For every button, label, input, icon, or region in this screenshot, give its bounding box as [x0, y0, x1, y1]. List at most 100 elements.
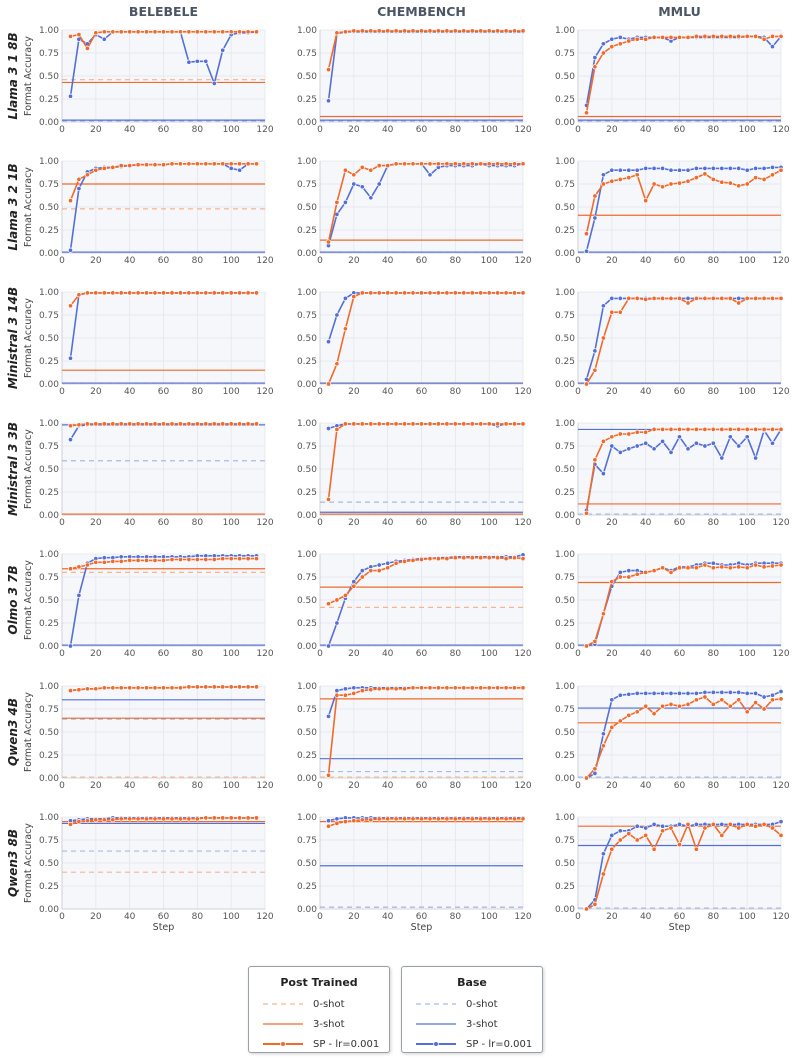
- base-sp-point: [660, 438, 666, 444]
- post-trained-sp-point: [702, 426, 708, 432]
- post-trained-sp-point: [626, 831, 632, 837]
- x-tick-label: 80: [192, 781, 204, 791]
- post-trained-sp-point: [385, 163, 391, 169]
- post-trained-sp-point: [101, 421, 107, 427]
- post-trained-sp-point: [220, 29, 226, 35]
- post-trained-sp-point: [520, 685, 526, 691]
- post-trained-sp-point: [211, 421, 217, 427]
- panel: 0.00 0.25 0.50 0.75 1.00 0 20 40 60 80 100 120 Step: [39, 813, 274, 933]
- post-trained-sp-point: [245, 556, 251, 562]
- post-trained-sp-point: [769, 172, 776, 178]
- post-trained-sp-point: [325, 239, 332, 245]
- post-trained-sp-point: [93, 686, 99, 692]
- x-tick-label: 80: [708, 125, 720, 135]
- post-trained-sp-point: [110, 290, 116, 296]
- y-tick-label: 0.50: [297, 465, 317, 475]
- post-trained-sp-point: [211, 815, 217, 821]
- y-tick-label: 0.25: [555, 357, 575, 367]
- panel: 0.00 0.25 0.50 0.75 1.00 0 20 40 60 80 100 120: [297, 682, 532, 791]
- post-trained-sp-point: [511, 685, 518, 691]
- post-trained-sp-point: [342, 29, 348, 35]
- x-tick-label: 80: [708, 912, 720, 922]
- post-trained-sp-point: [160, 421, 167, 427]
- y-tick-label: 1.00: [297, 157, 317, 167]
- y-tick-label: 0.00: [555, 642, 575, 652]
- x-tick-label: 60: [674, 518, 686, 528]
- post-trained-sp-point: [634, 172, 640, 178]
- base-sp-point: [76, 186, 82, 192]
- post-trained-sp-point: [761, 176, 767, 182]
- post-trained-sp-point: [651, 181, 657, 187]
- post-trained-sp-point: [609, 309, 615, 315]
- y-tick-label: 0.75: [297, 573, 317, 583]
- x-tick-label: 120: [256, 649, 273, 659]
- post-trained-sp-point: [583, 643, 590, 649]
- post-trained-sp-point: [325, 496, 332, 502]
- post-trained-sp-point: [325, 601, 332, 607]
- x-tick-label: 40: [124, 649, 136, 659]
- post-trained-sp-point: [376, 163, 382, 169]
- base-sp-point: [719, 455, 725, 461]
- post-trained-sp-point: [444, 28, 450, 34]
- post-trained-sp-point: [600, 438, 606, 444]
- y-tick-label: 1.00: [555, 550, 575, 560]
- y-tick-label: 0.00: [297, 642, 317, 652]
- x-tick-label: 120: [514, 387, 531, 397]
- post-trained-sp-point: [435, 290, 441, 296]
- base-sp-point: [600, 303, 606, 309]
- post-trained-sp-point: [617, 837, 623, 843]
- x-tick-label: 40: [382, 256, 394, 266]
- base-sp-point: [617, 295, 623, 301]
- y-tick-label: 0.50: [297, 72, 317, 82]
- post-trained-sp-point: [393, 816, 399, 822]
- post-trained-sp-point: [203, 684, 209, 690]
- post-trained-sp-point: [325, 381, 332, 387]
- post-trained-sp-point: [110, 421, 116, 427]
- post-trained-sp-point: [76, 819, 82, 825]
- post-trained-sp-point: [220, 815, 226, 821]
- post-trained-sp-point: [617, 718, 623, 724]
- y-axis-label: Format Accuracy: [23, 429, 34, 509]
- panel: 0.00 0.25 0.50 0.75 1.00 0 20 40 60 80 100 120: [297, 550, 532, 659]
- x-tick-label: 120: [514, 125, 531, 135]
- post-trained-sp-point: [719, 832, 725, 838]
- x-tick-label: 80: [192, 256, 204, 266]
- post-trained-sp-point: [617, 41, 623, 47]
- base-sp-point: [634, 823, 640, 829]
- post-trained-sp-point: [761, 564, 767, 570]
- post-trained-sp-point: [660, 565, 666, 571]
- panel: 0.00 0.25 0.50 0.75 1.00 0 20 40 60 80 100 120: [555, 26, 790, 135]
- base-sp-point: [736, 165, 742, 171]
- x-tick-label: 80: [708, 781, 720, 791]
- x-tick-label: 0: [317, 912, 323, 922]
- base-sp-point: [101, 36, 107, 42]
- post-trained-sp-point: [169, 421, 175, 427]
- post-trained-sp-point: [220, 161, 226, 167]
- post-trained-sp-point: [245, 161, 251, 167]
- base-sp-point: [668, 449, 674, 455]
- post-trained-sp-point: [778, 562, 784, 568]
- post-trained-sp-point: [169, 685, 175, 691]
- post-trained-sp-point: [152, 29, 158, 35]
- post-trained-sp-point: [393, 421, 399, 427]
- x-tick-label: 20: [606, 256, 618, 266]
- post-trained-sp-point: [334, 692, 340, 698]
- x-tick-label: 100: [739, 256, 756, 266]
- post-trained-sp-point: [144, 685, 150, 691]
- base-sp-point: [600, 172, 606, 178]
- post-trained-sp-point: [520, 290, 526, 296]
- post-trained-sp-point: [385, 686, 391, 692]
- post-trained-sp-point: [334, 597, 340, 603]
- post-trained-sp-point: [643, 703, 649, 709]
- post-trained-sp-point: [368, 817, 374, 823]
- x-tick-label: 80: [450, 649, 462, 659]
- post-trained-sp-point: [194, 684, 200, 690]
- post-trained-sp-point: [710, 426, 716, 432]
- post-trained-sp-point: [359, 817, 365, 823]
- x-tick-label: 120: [256, 387, 273, 397]
- y-tick-label: 1.00: [555, 682, 575, 692]
- post-trained-sp-point: [600, 743, 606, 749]
- post-trained-sp-point: [194, 816, 200, 822]
- y-tick-label: 0.50: [297, 334, 317, 344]
- post-trained-sp-point: [495, 555, 501, 561]
